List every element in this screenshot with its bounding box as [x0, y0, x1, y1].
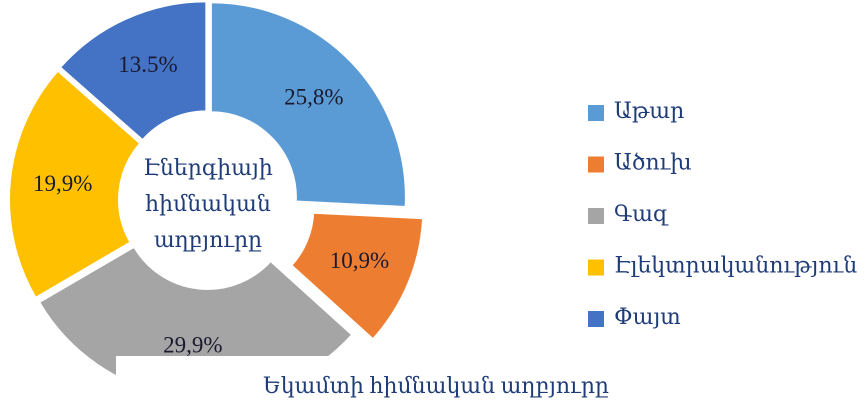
data-label: 25,8% — [284, 85, 343, 110]
donut-segment — [289, 211, 425, 341]
legend-swatch — [588, 156, 604, 173]
data-label: 29,9% — [163, 332, 222, 357]
data-label: 13.5% — [118, 52, 177, 77]
legend-label: Աթար — [614, 98, 684, 123]
donut-segment — [209, 1, 407, 209]
data-label: 19,9% — [33, 171, 92, 196]
data-label: 10,9% — [330, 248, 389, 273]
legend-label: Գազ — [614, 201, 669, 226]
legend-label: Էլեկտրականություն — [614, 253, 857, 278]
title-box — [116, 356, 676, 410]
donut-segment — [58, 0, 208, 142]
legend-swatch — [588, 105, 604, 121]
legend-swatch — [588, 311, 604, 327]
legend-swatch — [588, 259, 604, 276]
legend-swatch — [588, 208, 604, 224]
center-label: Էներգիայի հիմնական աղբյուրը — [143, 155, 273, 252]
legend-label: Ածուխ — [614, 150, 692, 175]
legend-label: Փայտ — [614, 304, 681, 329]
chart-title: Եկամտի հիմնական աղբյուրը — [263, 373, 609, 398]
donut-segment — [8, 69, 142, 300]
